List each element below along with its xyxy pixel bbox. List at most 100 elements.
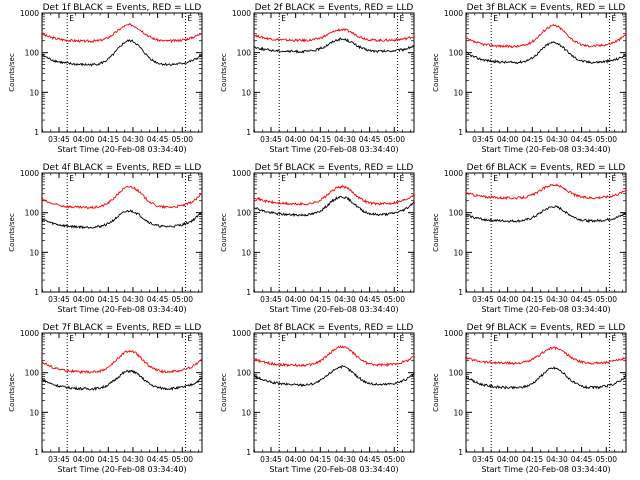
y-tick-label: 1 <box>34 128 39 137</box>
x-tick-label: 04:00 <box>285 135 307 144</box>
x-tick-label: 04:45 <box>147 455 169 464</box>
x-tick-label: 04:45 <box>571 295 593 304</box>
y-tick-label: 1000 <box>444 9 463 18</box>
x-axis-label: Start Time (20-Feb-08 03:34:40) <box>481 465 610 474</box>
x-tick-label: 04:15 <box>97 455 119 464</box>
x-tick-label: 05:00 <box>595 455 617 464</box>
x-tick-label: 04:00 <box>285 455 307 464</box>
x-tick-label: 04:30 <box>546 295 568 304</box>
x-tick-label: 04:00 <box>73 455 95 464</box>
y-tick-label: 10 <box>29 248 39 257</box>
y-tick-label: 10 <box>453 248 463 257</box>
x-tick-label: 04:30 <box>546 455 568 464</box>
event-marker-label: E <box>188 334 193 343</box>
plot-frame <box>253 332 415 453</box>
y-tick-label: 1000 <box>20 169 39 178</box>
y-tick-label: 1 <box>458 448 463 457</box>
y-tick-label: 1 <box>246 448 251 457</box>
x-tick-label: 04:15 <box>309 135 331 144</box>
event-marker-label: E <box>281 14 286 23</box>
x-tick-label: 04:15 <box>97 295 119 304</box>
x-tick-label: 04:00 <box>497 295 519 304</box>
x-tick-label: 04:00 <box>497 135 519 144</box>
chart-title: Det 7f BLACK = Events, RED = LLD <box>43 323 202 333</box>
x-tick-label: 04:30 <box>122 135 144 144</box>
x-tick-label: 04:15 <box>97 135 119 144</box>
event-marker-label: E <box>493 334 498 343</box>
x-tick-label: 04:45 <box>147 295 169 304</box>
x-tick-label: 04:45 <box>359 455 381 464</box>
x-tick-label: 04:30 <box>334 135 356 144</box>
y-tick-label: 1 <box>458 128 463 137</box>
x-tick-label: 04:45 <box>359 135 381 144</box>
chart-title: Det 4f BLACK = Events, RED = LLD <box>43 163 202 173</box>
x-tick-label: 03:45 <box>48 135 70 144</box>
x-tick-label: 05:00 <box>595 295 617 304</box>
x-tick-label: 04:00 <box>73 135 95 144</box>
y-tick-label: 1000 <box>232 329 251 338</box>
x-axis-label: Start Time (20-Feb-08 03:34:40) <box>57 305 186 314</box>
event-marker-label: E <box>612 174 617 183</box>
chart-title: Det 1f BLACK = Events, RED = LLD <box>43 3 202 13</box>
y-axis-label: Counts/sec <box>432 53 440 92</box>
x-tick-label: 05:00 <box>383 295 405 304</box>
y-tick-label: 10 <box>29 88 39 97</box>
y-tick-label: 1 <box>34 448 39 457</box>
x-tick-label: 03:45 <box>260 135 282 144</box>
x-tick-label: 03:45 <box>48 295 70 304</box>
y-axis-label: Counts/sec <box>220 213 228 252</box>
x-tick-label: 05:00 <box>383 455 405 464</box>
event-marker-label: E <box>400 174 405 183</box>
y-tick-label: 10 <box>453 88 463 97</box>
chart-panel-9: Det 9f BLACK = Events, RED = LLD 1 10 100 10… <box>432 323 627 474</box>
y-tick-label: 10 <box>241 408 251 417</box>
y-tick-label: 1000 <box>232 169 251 178</box>
event-marker-label: E <box>281 334 286 343</box>
y-tick-label: 100 <box>25 49 40 58</box>
x-tick-label: 04:00 <box>73 295 95 304</box>
x-tick-label: 05:00 <box>383 135 405 144</box>
y-tick-label: 1 <box>246 128 251 137</box>
chart-title: Det 8f BLACK = Events, RED = LLD <box>255 323 414 333</box>
x-tick-label: 04:15 <box>309 455 331 464</box>
lld-series-line <box>41 349 203 374</box>
chart-panel-3: Det 3f BLACK = Events, RED = LLD 1 10 100 10… <box>432 3 627 154</box>
chart-panel-8: Det 8f BLACK = Events, RED = LLD 1 10 100 10… <box>220 323 415 474</box>
x-axis-label: Start Time (20-Feb-08 03:34:40) <box>481 305 610 314</box>
event-marker-label: E <box>69 174 74 183</box>
x-tick-label: 04:45 <box>571 135 593 144</box>
x-tick-label: 04:15 <box>521 295 543 304</box>
y-tick-label: 100 <box>449 209 464 218</box>
y-tick-label: 1 <box>246 288 251 297</box>
chart-title: Det 5f BLACK = Events, RED = LLD <box>255 163 414 173</box>
x-tick-label: 04:45 <box>359 295 381 304</box>
event-marker-label: E <box>281 174 286 183</box>
y-axis-label: Counts/sec <box>8 213 16 252</box>
x-tick-label: 04:30 <box>334 455 356 464</box>
event-marker-label: E <box>69 334 74 343</box>
lld-series-line <box>253 184 415 206</box>
events-series-line <box>253 37 415 54</box>
y-tick-label: 100 <box>237 49 252 58</box>
lld-series-line <box>253 28 415 43</box>
chart-panel-5: Det 5f BLACK = Events, RED = LLD 1 10 100 10… <box>220 163 415 314</box>
x-tick-label: 04:00 <box>285 295 307 304</box>
event-marker-label: E <box>400 334 405 343</box>
x-axis-label: Start Time (20-Feb-08 03:34:40) <box>57 145 186 154</box>
chart-panel-7: Det 7f BLACK = Events, RED = LLD 1 10 100 10… <box>8 323 203 474</box>
event-marker-label: E <box>612 334 617 343</box>
x-axis-label: Start Time (20-Feb-08 03:34:40) <box>269 465 398 474</box>
lld-series-line <box>41 185 203 210</box>
y-tick-label: 1 <box>34 288 39 297</box>
events-series-line <box>253 365 415 387</box>
plot-frame <box>41 172 203 293</box>
x-tick-label: 05:00 <box>171 135 193 144</box>
event-marker-label: E <box>612 14 617 23</box>
y-tick-label: 1000 <box>444 329 463 338</box>
chart-title: Det 2f BLACK = Events, RED = LLD <box>255 3 414 13</box>
events-series-line <box>41 39 203 67</box>
plot-frame <box>465 172 627 293</box>
x-axis-label: Start Time (20-Feb-08 03:34:40) <box>269 305 398 314</box>
y-tick-label: 100 <box>25 209 40 218</box>
